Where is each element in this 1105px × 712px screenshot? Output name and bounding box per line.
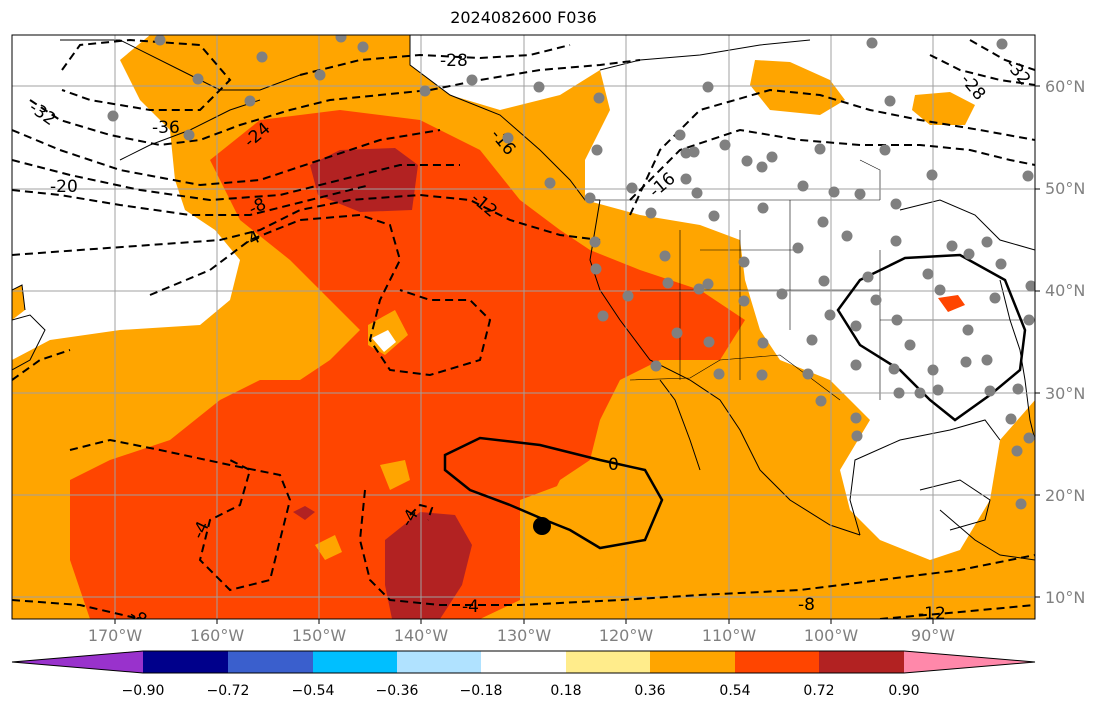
lon-label-90w: 90°W (910, 626, 956, 645)
lon-label-120w: 120°W (598, 626, 654, 645)
anomaly-island-4 (380, 460, 410, 490)
colorbar-outline (11, 650, 1036, 674)
anomaly-fill-redorange-east (938, 295, 965, 312)
zero-contours (443, 253, 1027, 550)
anomaly-fill-darkred-north (310, 148, 418, 212)
lon-label-150w: 150°W (291, 626, 347, 645)
lat-label-40n: 40°N (1045, 281, 1086, 300)
anomaly-island-3 (315, 535, 342, 560)
colorbar-segment (143, 651, 228, 673)
colorbar-segment (313, 651, 397, 673)
colorbar-segment (481, 651, 566, 673)
map-panel: -32 -36 -20 -28 -24 -16 -12 -8 -4 0 -4 -… (12, 35, 1035, 624)
graticule (12, 35, 1035, 619)
lat-label-60n: 60°N (1045, 77, 1086, 96)
anomaly-hole (372, 330, 396, 352)
colorbar-segment (566, 651, 650, 673)
station-dots (107, 35, 1035, 510)
lat-label-20n: 20°N (1045, 486, 1086, 505)
lon-label-170w: 170°W (87, 626, 143, 645)
anomaly-fill-darkred-south (385, 512, 472, 619)
political-borders (600, 159, 1035, 401)
lon-label-140w: 140°W (393, 626, 449, 645)
anomaly-fill-orange-northeast (912, 92, 975, 125)
colorbar-tick-label: −0.72 (206, 683, 250, 699)
colorbar-segment (735, 651, 819, 673)
coastlines (12, 35, 1035, 561)
storm-center-marker (533, 517, 551, 535)
contour-label: -8 (798, 595, 815, 615)
colorbar-tick-label: 0.54 (719, 683, 751, 699)
contour-label: -28 (440, 51, 468, 71)
colorbar-tick-label: 0.72 (803, 683, 835, 699)
colorbar-segment (397, 651, 481, 673)
colorbar-segment (904, 651, 1035, 673)
contour-label: -36 (152, 118, 180, 138)
anomaly-island-1 (520, 470, 660, 605)
lon-label-130w: 130°W (496, 626, 552, 645)
contour-label: -4 (188, 518, 213, 542)
height-contours (12, 38, 1035, 619)
contour-label: -20 (50, 177, 78, 197)
colorbar-segment (12, 651, 143, 673)
contour-label: -4 (462, 597, 479, 617)
colorbar-segment (819, 651, 904, 673)
anomaly-fill-darkred-small (293, 506, 315, 520)
colorbar-segment (228, 651, 313, 673)
axis-ticks (114, 85, 1040, 624)
colorbar-tick-label: −0.54 (291, 683, 335, 699)
contour-label: -8 (246, 194, 270, 219)
colorbar-tick-label: −0.90 (121, 683, 165, 699)
colorbar (11, 650, 1036, 674)
lon-label-160w: 160°W (189, 626, 245, 645)
anomaly-fill-orange-west (12, 285, 25, 320)
colorbar-tick-label: 0.36 (634, 683, 666, 699)
lat-label-30n: 30°N (1045, 384, 1086, 403)
lat-label-50n: 50°N (1045, 179, 1086, 198)
map-title: 2024082600 F036 (450, 8, 597, 27)
contour-label: -4 (240, 227, 264, 252)
lat-label-10n: 10°N (1045, 588, 1086, 607)
anomaly-fill-redorange (70, 110, 745, 619)
colorbar-tick-label: −0.36 (375, 683, 419, 699)
colorbar-tick-label: 0.90 (888, 683, 920, 699)
lon-label-110w: 110°W (701, 626, 757, 645)
colorbar-tick-label: −0.18 (459, 683, 503, 699)
colorbar-tick-label: 0.18 (550, 683, 582, 699)
colorbar-segment (650, 651, 735, 673)
lon-label-100w: 100°W (803, 626, 859, 645)
anomaly-fill-orange-north (750, 60, 845, 115)
contour-label: 0 (608, 455, 619, 475)
contour-label: -12 (918, 604, 946, 624)
